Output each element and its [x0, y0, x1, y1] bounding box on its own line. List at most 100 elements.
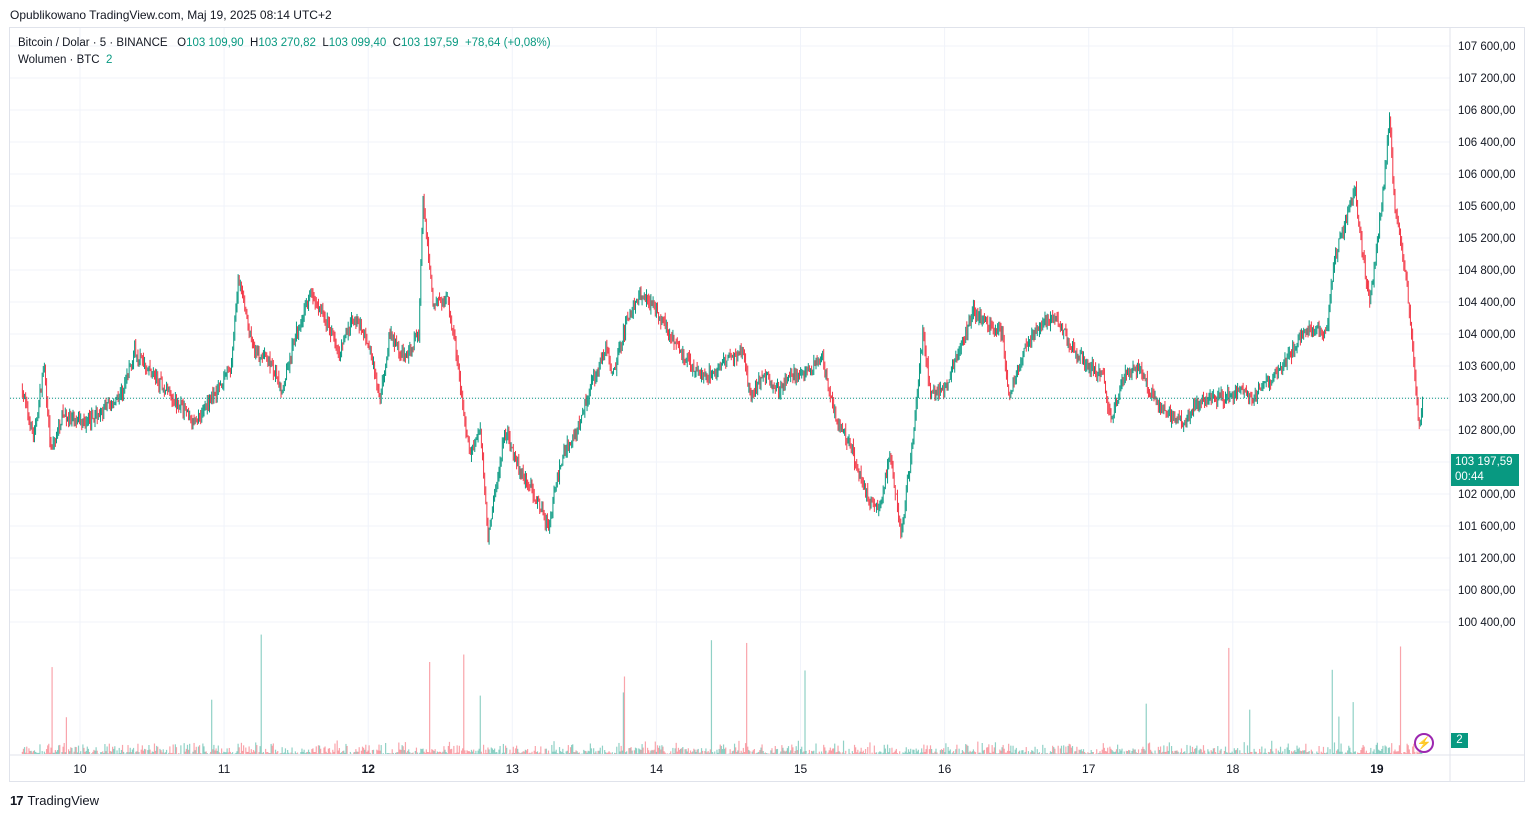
volume-bar — [85, 750, 87, 754]
volume-bar — [852, 753, 855, 754]
volume-bar — [1058, 753, 1060, 754]
volume-bar — [54, 750, 56, 754]
volume-bar — [903, 753, 905, 754]
volume-bar — [1228, 647, 1230, 754]
volume-bar — [1031, 750, 1033, 754]
volume-bar — [389, 753, 391, 754]
volume-bar — [924, 751, 926, 754]
volume-bar — [808, 749, 811, 754]
volume-bar — [464, 750, 466, 754]
volume-bar — [478, 748, 480, 754]
volume-bar — [118, 747, 120, 754]
volume-bar — [1279, 746, 1282, 754]
volume-bar — [148, 745, 150, 754]
volume-bar — [813, 750, 815, 754]
volume-bar — [557, 753, 560, 754]
y-tick-label: 101 600,00 — [1458, 521, 1516, 533]
volume-bar — [243, 745, 245, 754]
volume-bar — [357, 751, 359, 754]
volume-bar — [52, 752, 54, 754]
volume-bar — [269, 753, 271, 754]
volume-bar — [1070, 747, 1072, 754]
volume-bar — [192, 751, 194, 754]
volume-bar — [69, 751, 71, 754]
symbol-label[interactable]: Bitcoin / Dolar · 5 · BINANCE — [18, 37, 168, 49]
volume-bar — [204, 751, 206, 754]
x-tick-label: 16 — [938, 762, 952, 776]
volume-label[interactable]: Wolumen · BTC — [18, 54, 100, 66]
volume-bar — [27, 753, 29, 754]
volume-bar — [709, 749, 711, 754]
open-label: O — [177, 37, 187, 49]
volume-bar — [571, 744, 573, 754]
volume-bar — [496, 751, 498, 754]
volume-bar — [285, 753, 288, 754]
volume-bar — [675, 742, 677, 754]
volume-bar — [1394, 749, 1396, 754]
volume-bar — [524, 749, 527, 754]
volume-bar — [1248, 752, 1250, 754]
volume-bar — [661, 745, 663, 754]
volume-bar — [305, 752, 307, 754]
volume-bar — [1284, 748, 1286, 754]
volume-bar — [955, 749, 957, 754]
volume-bar — [731, 751, 733, 754]
volume-bar — [120, 749, 123, 754]
volume-bar — [1366, 753, 1369, 754]
volume-bar — [1219, 750, 1221, 754]
volume-bar — [624, 752, 627, 754]
volume-bar — [975, 752, 977, 754]
volume-bar — [247, 751, 249, 754]
volume-bar — [183, 743, 185, 754]
volume-bar — [836, 751, 838, 754]
volume-bar — [649, 752, 651, 754]
volume-bar — [563, 752, 565, 754]
volume-bar — [473, 749, 475, 754]
volume-bar — [407, 750, 409, 754]
x-tick-label: 13 — [506, 762, 520, 776]
volume-bar — [1154, 750, 1156, 754]
volume-bar — [540, 746, 542, 754]
volume-bar — [1106, 751, 1108, 754]
price-chart[interactable]: 107 600,00 107 200,00 106 800,00 106 400,00… — [10, 28, 1524, 781]
volume-bar — [311, 749, 313, 754]
volume-bar — [434, 749, 436, 754]
volume-bar — [757, 752, 759, 754]
volume-bar — [794, 751, 796, 754]
volume-bar — [1140, 752, 1142, 754]
volume-bar — [783, 750, 785, 754]
volume-bar — [739, 753, 741, 754]
lightning-icon[interactable]: ⚡ — [1414, 733, 1434, 753]
volume-bar — [71, 747, 73, 754]
volume-bar — [1203, 750, 1206, 754]
volume-bar — [1088, 753, 1090, 754]
volume-bar — [989, 752, 991, 754]
y-tick-label: 104 400,00 — [1458, 297, 1516, 309]
volume-bar — [681, 748, 683, 754]
volume-bar — [960, 753, 962, 754]
volume-bar — [601, 745, 604, 754]
volume-bar — [93, 749, 95, 754]
volume-bar — [1211, 751, 1213, 754]
x-tick-label: 18 — [1226, 762, 1240, 776]
volume-bar — [73, 751, 75, 754]
volume-bar — [468, 751, 470, 754]
volume-bar — [366, 751, 368, 754]
chart-frame[interactable]: 107 600,00 107 200,00 106 800,00 106 400,00… — [9, 27, 1525, 782]
volume-bar — [753, 749, 755, 754]
volume-bar — [643, 753, 645, 754]
volume-bar — [1098, 752, 1100, 754]
volume-bar — [1166, 746, 1168, 754]
volume-bar — [658, 747, 660, 754]
volume-bar — [687, 748, 689, 754]
volume-bar — [160, 750, 162, 754]
volume-bar — [697, 748, 699, 754]
volume-bar — [1278, 752, 1281, 754]
volume-bar — [280, 752, 282, 754]
volume-bar — [558, 747, 561, 754]
volume-bar — [47, 745, 49, 754]
volume-bar — [760, 747, 762, 754]
volume-bar — [1034, 746, 1036, 754]
volume-bar — [59, 744, 61, 754]
volume-bar — [958, 748, 960, 754]
